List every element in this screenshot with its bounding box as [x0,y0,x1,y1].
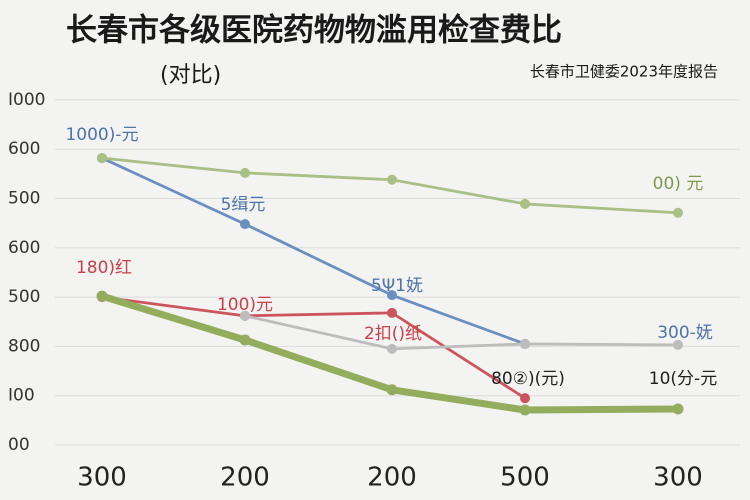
chart-title: 长春市各级医院药物物滥用检查费比 [66,13,562,49]
y-tick-label: 00 [8,435,30,455]
data-point [519,404,531,416]
y-tick-label: 800 [8,336,40,356]
data-point [387,174,397,185]
x-tick-label: 200 [220,463,270,493]
data-point [240,219,250,230]
data-point [96,290,108,302]
y-tick-label: 600 [8,238,40,258]
data-point [240,310,250,321]
data-point [97,153,107,164]
annotation: 00) 元 [653,174,704,194]
data-point [387,290,397,301]
annotation: 10(分-元 [649,369,717,389]
source: 长春市卫健委2023年度报告 [530,63,718,81]
annotation: 100)元 [217,295,273,315]
annotation: 5Ψ1妩 [371,276,423,296]
data-point [672,403,684,415]
annotation: 300-妩 [657,323,713,343]
chart-subtitle: (对比) [160,63,221,88]
annotation: 80②)(元) [491,369,565,389]
data-point [386,384,398,396]
series-line [100,156,527,346]
x-tick-label: 500 [500,463,550,493]
annotation: 180)红 [76,258,132,278]
x-tick-label: 300 [77,463,127,493]
annotation: 1000)-元 [65,125,138,145]
series-line [100,156,680,215]
y-tick-label: 500 [8,189,40,209]
y-tick-label: 500 [8,287,40,307]
series-line [100,295,527,400]
x-tick-label: 300 [653,463,703,493]
y-tick-label: I000 [8,90,45,110]
y-tick-label: 600 [8,139,40,159]
data-point [520,338,530,349]
series-line [243,314,680,351]
data-point [673,339,683,350]
annotation: 5缉元 [221,195,266,215]
data-point [239,334,251,346]
data-point [520,393,530,404]
data-point [673,207,683,218]
y-tick-label: I00 [8,386,35,406]
data-point [387,343,397,354]
data-point [520,198,530,209]
data-point [387,307,397,318]
data-point [240,167,250,178]
x-tick-label: 200 [367,463,417,493]
annotation: 2扣()纸 [364,324,422,344]
